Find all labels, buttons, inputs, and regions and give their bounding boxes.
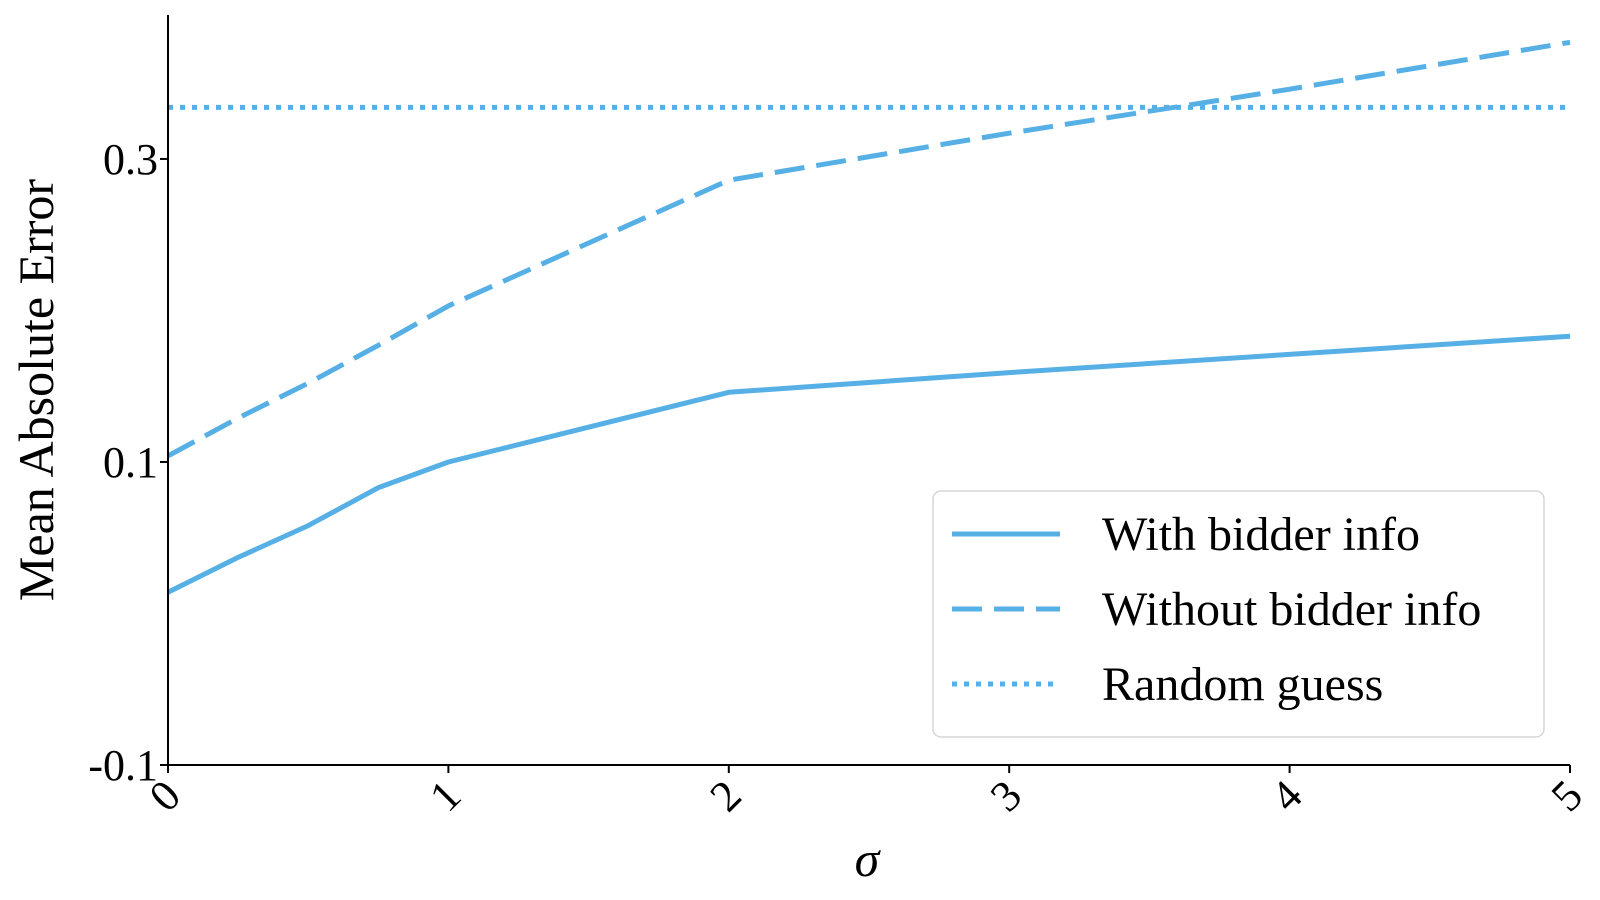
y-axis-label: Mean Absolute Error: [8, 179, 64, 601]
x-tick-label: 2: [701, 771, 751, 821]
x-tick-label: 1: [420, 771, 470, 821]
legend-frame: [932, 490, 1545, 738]
series-line-dashed: [166, 39, 1571, 459]
series-line-solid: [166, 333, 1571, 595]
x-tick-label: 5: [1542, 771, 1592, 821]
legend-label: Random guess: [1102, 658, 1383, 711]
x-axis-label: σ: [855, 831, 882, 887]
x-tick-label: 3: [981, 771, 1031, 821]
legend-label: Without bidder info: [1102, 583, 1481, 636]
x-tick-label: 4: [1261, 771, 1311, 821]
y-tick-label: -0.1: [88, 741, 158, 790]
legend: With bidder info Without bidder info Rando…: [932, 490, 1545, 738]
legend-items: With bidder info Without bidder info Rando…: [952, 508, 1481, 711]
y-tick-label: 0.3: [103, 135, 158, 184]
y-tick-label: 0.1: [103, 438, 158, 487]
series-layer: [166, 39, 1571, 595]
legend-label: With bidder info: [1102, 508, 1420, 561]
